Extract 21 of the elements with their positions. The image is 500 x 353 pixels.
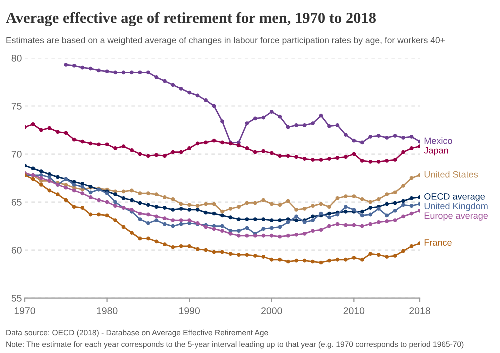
- y-tick-label: 80: [12, 54, 22, 62]
- x-tick-label: 1970: [14, 308, 36, 314]
- x-tick-label: 2000: [262, 308, 282, 314]
- y-tick-label: 70: [12, 150, 22, 158]
- y-tick-label: 75: [12, 103, 22, 110]
- y-tick-label: 65: [12, 199, 22, 206]
- y-tick-label: 60: [12, 247, 22, 254]
- series-label: France: [424, 240, 452, 246]
- series-label: OECD average: [424, 194, 485, 202]
- series-label: Japan: [424, 148, 448, 156]
- series-label: Mexico: [424, 138, 452, 144]
- y-tick-label: 55: [12, 295, 22, 302]
- series-label: Europe average: [424, 212, 488, 221]
- chart-subtitle: Estimates are based on a weighted average of changes in labour force participation rates by age, for workers 40+: [6, 37, 446, 46]
- x-tick-label: 1990: [180, 308, 200, 314]
- series-label: United States: [424, 171, 478, 178]
- x-tick-label: 2010: [344, 308, 365, 314]
- x-tick-label: 1980: [97, 308, 118, 314]
- chart-title: Average effective age of retirement for men, 1970 to 2018: [6, 12, 376, 26]
- x-tick-label: 2018: [410, 308, 430, 314]
- series-label: United Kingdom: [424, 202, 488, 212]
